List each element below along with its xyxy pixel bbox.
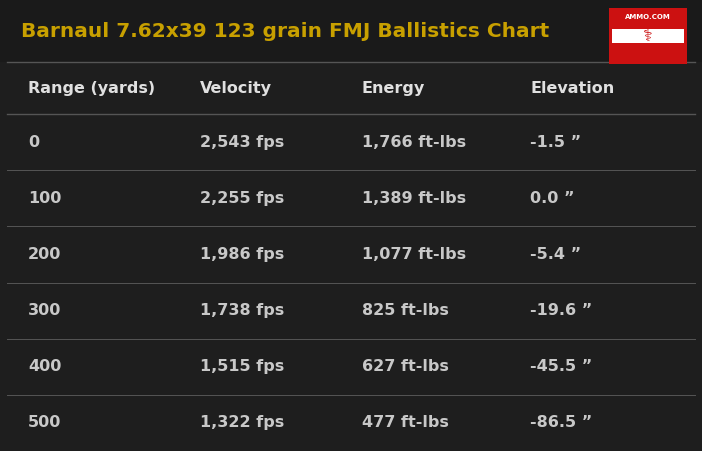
Text: 1,515 fps: 1,515 fps (200, 359, 284, 374)
Text: Barnaul 7.62x39 123 grain FMJ Ballistics Chart: Barnaul 7.62x39 123 grain FMJ Ballistics… (21, 22, 549, 41)
Text: 300: 300 (28, 303, 62, 318)
Text: 1,766 ft-lbs: 1,766 ft-lbs (362, 135, 465, 150)
Text: -19.6 ”: -19.6 ” (530, 303, 592, 318)
Text: -1.5 ”: -1.5 ” (530, 135, 581, 150)
Text: -5.4 ”: -5.4 ” (530, 247, 581, 262)
Text: ⚕: ⚕ (643, 27, 653, 45)
Text: -86.5 ”: -86.5 ” (530, 415, 592, 430)
Text: 627 ft-lbs: 627 ft-lbs (362, 359, 449, 374)
Text: Velocity: Velocity (200, 81, 272, 96)
Text: 1,077 ft-lbs: 1,077 ft-lbs (362, 247, 465, 262)
FancyBboxPatch shape (607, 6, 689, 66)
Text: 1,738 fps: 1,738 fps (200, 303, 284, 318)
Text: Energy: Energy (362, 81, 425, 96)
Text: 825 ft-lbs: 825 ft-lbs (362, 303, 449, 318)
Text: 0: 0 (28, 135, 39, 150)
Text: AMMO.COM: AMMO.COM (625, 14, 671, 20)
Text: 200: 200 (28, 247, 62, 262)
Text: 1,389 ft-lbs: 1,389 ft-lbs (362, 191, 465, 206)
Text: 1,986 fps: 1,986 fps (200, 247, 284, 262)
Text: 2,543 fps: 2,543 fps (200, 135, 284, 150)
Text: 400: 400 (28, 359, 62, 374)
Text: 0.0 ”: 0.0 ” (530, 191, 574, 206)
Text: 1,322 fps: 1,322 fps (200, 415, 284, 430)
Text: 500: 500 (28, 415, 62, 430)
Bar (611, 28, 684, 43)
Bar (0, 0, 702, 62)
Text: -45.5 ”: -45.5 ” (530, 359, 592, 374)
Text: 2,255 fps: 2,255 fps (200, 191, 284, 206)
Text: Elevation: Elevation (530, 81, 614, 96)
Text: Range (yards): Range (yards) (28, 81, 155, 96)
Text: 100: 100 (28, 191, 62, 206)
Text: 477 ft-lbs: 477 ft-lbs (362, 415, 449, 430)
